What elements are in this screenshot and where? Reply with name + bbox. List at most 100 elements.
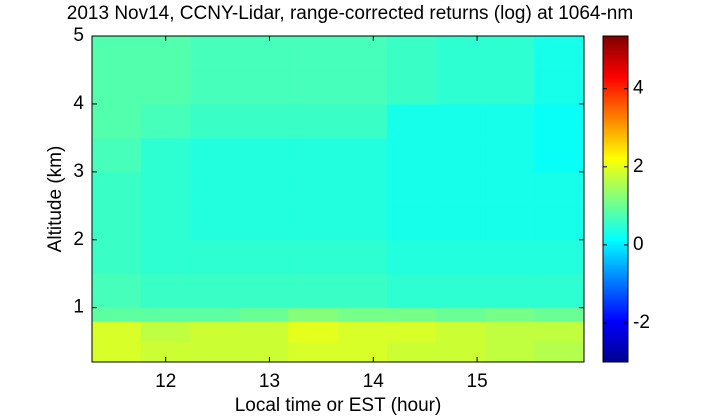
heatmap-cell — [534, 171, 585, 207]
heatmap-cell — [92, 307, 142, 322]
heatmap-cell — [338, 171, 388, 207]
y-tick-label: 1 — [73, 297, 84, 318]
heatmap-cell — [190, 239, 240, 275]
x-tick-label: 13 — [259, 371, 280, 392]
heatmap-cell — [239, 103, 289, 139]
x-axis-label: Local time or EST (hour) — [235, 395, 442, 416]
heatmap-cell — [190, 171, 240, 207]
heatmap-cell — [190, 205, 240, 241]
heatmap-cell — [534, 273, 585, 309]
heatmap-cell — [239, 69, 289, 105]
colorbar-tick-label: 0 — [633, 234, 644, 255]
heatmap-cell — [435, 307, 486, 322]
x-tick-label: 12 — [155, 371, 176, 392]
x-tick-label: 14 — [363, 371, 385, 392]
heatmap-cell — [485, 171, 535, 207]
heatmap-cell — [140, 137, 192, 173]
heatmap-cell — [485, 307, 535, 322]
heatmap-cell — [190, 137, 240, 173]
colorbar-tick-label: 4 — [633, 78, 644, 99]
heatmap-cell — [435, 273, 486, 309]
heatmap-cell — [485, 341, 535, 363]
heatmap-cell — [140, 307, 192, 322]
heatmap-cell — [288, 137, 339, 173]
heatmap-cell — [190, 69, 240, 105]
heatmap-cell — [435, 205, 486, 241]
heatmap-cell — [435, 171, 486, 207]
y-tick-label: 5 — [73, 25, 84, 46]
chart-title: 2013 Nov14, CCNY-Lidar, range-corrected … — [67, 3, 633, 24]
heatmap-cell — [140, 239, 192, 275]
heatmap-cell — [534, 321, 585, 343]
heatmap-cell — [534, 205, 585, 241]
heatmap-cell — [534, 137, 585, 173]
heatmap-cell — [239, 137, 289, 173]
y-tick-label: 3 — [73, 161, 84, 182]
heatmap-cell — [239, 307, 289, 322]
heatmap-cell — [288, 273, 339, 309]
heatmap-cell — [140, 341, 192, 363]
heatmap-cell — [386, 239, 437, 275]
y-tick-label: 2 — [73, 229, 84, 250]
heatmap-cell — [485, 273, 535, 309]
heatmap-cell — [239, 36, 289, 71]
heatmap-cell — [435, 36, 486, 71]
heatmap-cell — [435, 69, 486, 105]
heatmap-cell — [338, 321, 388, 343]
heatmap-cell — [140, 205, 192, 241]
heatmap-cell — [338, 103, 388, 139]
heatmap-cell — [386, 103, 437, 139]
heatmap-cell — [485, 69, 535, 105]
heatmap-cell — [92, 321, 142, 343]
heatmap-cell — [534, 36, 585, 71]
heatmap-cell — [288, 239, 339, 275]
heatmap-cell — [288, 171, 339, 207]
x-tick-label: 15 — [467, 371, 488, 392]
heatmap-cell — [239, 273, 289, 309]
heatmap-cell — [338, 239, 388, 275]
heatmap-cell — [485, 239, 535, 275]
heatmap-cell — [190, 307, 240, 322]
heatmap-cell — [338, 273, 388, 309]
heatmap-cell — [288, 205, 339, 241]
heatmap-cell — [435, 137, 486, 173]
colorbar-tick-label: 2 — [633, 156, 644, 177]
heatmap-cell — [338, 69, 388, 105]
colorbar-tick-label: -2 — [633, 312, 650, 333]
heatmap-cells — [92, 36, 585, 363]
heatmap-cell — [92, 137, 142, 173]
heatmap-cell — [92, 341, 142, 363]
heatmap-cell — [534, 69, 585, 105]
y-tick-label: 4 — [73, 93, 84, 114]
heatmap-cell — [190, 321, 240, 343]
heatmap-cell — [386, 273, 437, 309]
heatmap-cell — [190, 103, 240, 139]
heatmap-cell — [288, 103, 339, 139]
heatmap-cell — [288, 69, 339, 105]
heatmap-cell — [140, 273, 192, 309]
heatmap-cell — [485, 321, 535, 343]
heatmap-cell — [386, 341, 437, 363]
heatmap-cell — [534, 307, 585, 322]
heatmap-cell — [92, 273, 142, 309]
heatmap-cell — [386, 171, 437, 207]
heatmap-cell — [338, 205, 388, 241]
heatmap-cell — [338, 341, 388, 363]
heatmap-cell — [386, 137, 437, 173]
heatmap-cell — [534, 239, 585, 275]
heatmap-cell — [485, 36, 535, 71]
heatmap-cell — [140, 103, 192, 139]
heatmap-cell — [92, 205, 142, 241]
heatmap-cell — [386, 321, 437, 343]
heatmap-cell — [435, 103, 486, 139]
heatmap-cell — [140, 321, 192, 343]
heatmap-cell — [338, 307, 388, 322]
heatmap-cell — [485, 205, 535, 241]
heatmap-cell — [92, 239, 142, 275]
colorbar — [602, 35, 629, 363]
heatmap-cell — [239, 321, 289, 343]
heatmap-cell — [435, 321, 486, 343]
heatmap-cell — [92, 36, 142, 71]
heatmap-cell — [386, 36, 437, 71]
heatmap-cell — [140, 69, 192, 105]
